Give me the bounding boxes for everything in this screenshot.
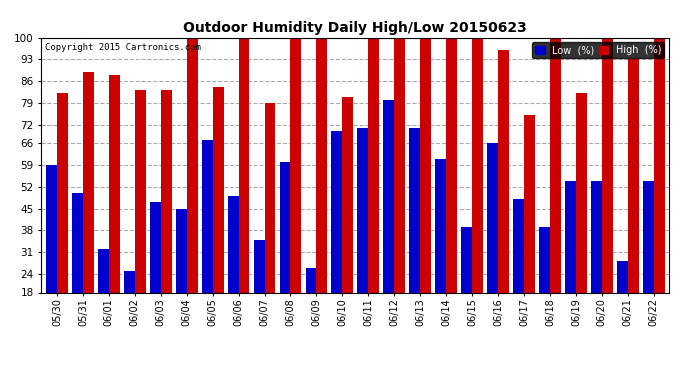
Bar [83,72,94,292]
Title: Outdoor Humidity Daily High/Low 20150623: Outdoor Humidity Daily High/Low 20150623 [184,21,527,35]
Bar [628,59,639,292]
Bar [394,38,405,292]
Legend: Low  (%), High  (%): Low (%), High (%) [532,42,664,58]
Bar [98,249,109,292]
Bar [135,90,146,292]
Bar [46,165,57,292]
Bar [357,128,368,292]
Bar [290,38,302,292]
Bar [239,38,250,292]
Bar [384,100,394,292]
Bar [124,271,135,292]
Bar [331,131,342,292]
Bar [602,38,613,292]
Bar [472,38,483,292]
Bar [306,268,317,292]
Bar [187,38,197,292]
Bar [435,159,446,292]
Bar [254,240,264,292]
Bar [513,199,524,292]
Bar [550,38,561,292]
Bar [176,209,187,292]
Bar [150,202,161,292]
Bar [279,162,290,292]
Bar [264,103,275,292]
Bar [446,38,457,292]
Bar [524,115,535,292]
Bar [565,180,576,292]
Bar [591,180,602,292]
Bar [109,75,120,292]
Bar [213,87,224,292]
Bar [228,196,239,292]
Text: Copyright 2015 Cartronics.com: Copyright 2015 Cartronics.com [45,43,200,52]
Bar [576,93,586,292]
Bar [461,227,472,292]
Bar [498,50,509,292]
Bar [201,140,213,292]
Bar [342,97,353,292]
Bar [653,38,664,292]
Bar [161,90,172,292]
Bar [643,180,653,292]
Bar [57,93,68,292]
Bar [317,38,327,292]
Bar [368,38,380,292]
Bar [72,193,83,292]
Bar [487,143,498,292]
Bar [420,38,431,292]
Bar [409,128,420,292]
Bar [539,227,550,292]
Bar [617,261,628,292]
